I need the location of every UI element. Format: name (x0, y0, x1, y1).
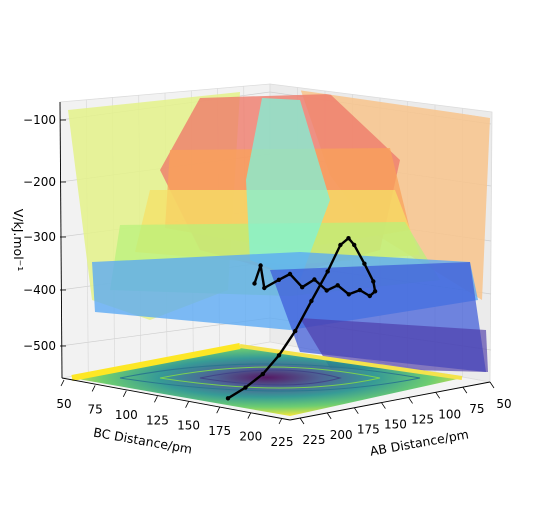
y-tick-mark (185, 401, 189, 408)
trajectory-point (258, 263, 263, 268)
y-ticks: 50 75 100 125 150 175 200 225 (56, 379, 294, 449)
trajectory-point (372, 289, 378, 294)
trajectory-point (276, 353, 282, 358)
contour-map (72, 346, 462, 416)
x-tick-mark (489, 381, 495, 389)
trajectory-point (325, 269, 330, 274)
z-axis-line (59, 101, 63, 379)
trajectory-point (346, 236, 351, 241)
trajectory-point (225, 396, 231, 401)
z-tick-label: −200 (23, 175, 56, 189)
z-tick-label: −500 (23, 339, 56, 353)
trajectory-point (243, 385, 248, 390)
y-tick-mark (278, 417, 283, 425)
x-tick-label: 175 (357, 423, 380, 437)
trajectory-point (335, 283, 340, 288)
trajectory-point (260, 371, 265, 377)
x-tick-label: 75 (469, 402, 484, 416)
x-tick-label: 225 (303, 433, 326, 447)
trajectory-point (300, 285, 305, 290)
trajectory-point (287, 271, 293, 277)
trajectory-point (352, 242, 357, 248)
x-tick-mark (462, 386, 468, 394)
y-tick-mark (60, 379, 65, 387)
x-axis-line (289, 381, 491, 421)
trajectory-point (338, 242, 343, 248)
y-tick-label: 75 (88, 402, 103, 416)
z-axis-label: V/kJ.mol⁻¹ (11, 209, 26, 272)
y-tick-mark (247, 412, 252, 419)
x-tick-label: 125 (411, 412, 434, 426)
trajectory-point (357, 287, 363, 293)
x-tick-mark (326, 412, 332, 420)
x-ticks: 50 75 100 125 150 175 200 225 (299, 381, 512, 447)
x-tick-label: 150 (384, 418, 407, 432)
trajectory-point (276, 277, 282, 282)
z-tick-label: −100 (23, 113, 56, 127)
surface-cyan-ridge (246, 98, 330, 280)
x-tick-label: 200 (330, 428, 353, 442)
x-tick-mark (435, 392, 441, 399)
trajectory (225, 236, 378, 401)
y-tick-label: 125 (146, 413, 169, 427)
trajectory-point (293, 328, 298, 334)
surface-purple-floor (300, 318, 488, 372)
y-tick-mark (216, 406, 221, 414)
contour-ring-1 (119, 363, 421, 392)
trajectory-point (312, 277, 317, 282)
y-tick-label: 150 (177, 419, 200, 433)
y-tick-label: 175 (208, 424, 231, 438)
x-tick-mark (353, 407, 359, 414)
contour-edge-right (239, 344, 463, 380)
x-tick-label: 50 (496, 397, 511, 411)
x-tick-mark (299, 417, 305, 425)
trajectory-point (309, 298, 314, 304)
z-tick-label: −400 (23, 283, 56, 297)
y-tick-label: 225 (271, 435, 294, 449)
trajectory-point (362, 261, 367, 266)
axes (59, 101, 491, 421)
y-tick-label: 200 (239, 430, 262, 444)
contour-edge-left (71, 343, 241, 381)
contour-ring-2 (159, 366, 381, 389)
trajectory-point (367, 293, 372, 299)
x-tick-label: 100 (438, 407, 461, 421)
x-tick-mark (381, 402, 386, 409)
y-tick-label: 100 (115, 408, 138, 422)
trajectory-point (371, 279, 376, 284)
y-tick-label: 50 (56, 397, 71, 411)
trajectory-point (324, 288, 329, 293)
z-tick-label: −300 (23, 230, 56, 244)
trajectory-point (262, 285, 267, 291)
y-axis-line (61, 377, 291, 421)
y-tick-mark (122, 390, 127, 398)
x-tick-mark (408, 397, 413, 404)
y-tick-mark (154, 396, 158, 403)
y-tick-mark (91, 385, 96, 392)
trajectory-point (346, 292, 351, 297)
z-ticks: −100 −200 −300 −400 −500 (23, 113, 66, 353)
trajectory-point (252, 281, 257, 286)
